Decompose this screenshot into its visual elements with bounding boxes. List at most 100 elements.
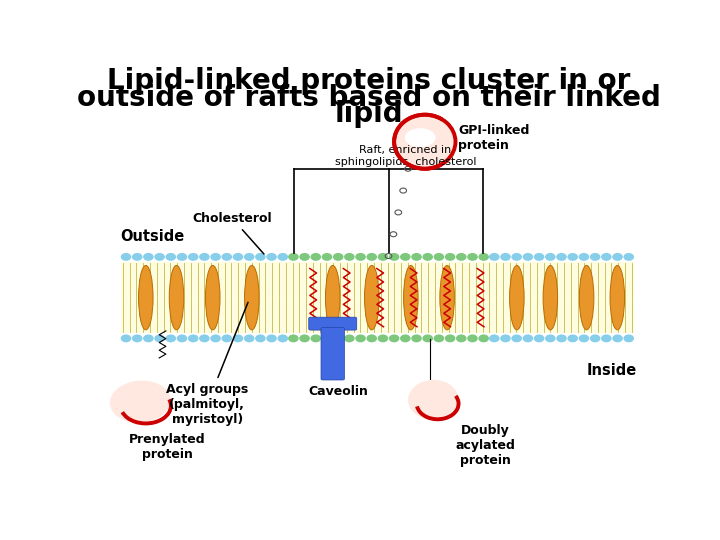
Circle shape bbox=[511, 334, 522, 342]
Circle shape bbox=[433, 334, 444, 342]
Circle shape bbox=[579, 253, 589, 261]
Ellipse shape bbox=[394, 114, 456, 168]
Circle shape bbox=[210, 253, 221, 261]
Circle shape bbox=[400, 334, 410, 342]
Circle shape bbox=[523, 253, 534, 261]
Circle shape bbox=[590, 253, 600, 261]
Circle shape bbox=[545, 253, 556, 261]
Ellipse shape bbox=[138, 266, 153, 330]
Circle shape bbox=[255, 253, 266, 261]
Circle shape bbox=[624, 253, 634, 261]
Circle shape bbox=[489, 334, 500, 342]
Circle shape bbox=[333, 334, 343, 342]
Circle shape bbox=[545, 334, 556, 342]
Circle shape bbox=[132, 334, 143, 342]
Circle shape bbox=[366, 334, 377, 342]
Circle shape bbox=[557, 334, 567, 342]
Circle shape bbox=[467, 253, 478, 261]
Circle shape bbox=[467, 334, 478, 342]
Text: Inside: Inside bbox=[587, 363, 637, 379]
Circle shape bbox=[322, 334, 332, 342]
Circle shape bbox=[478, 334, 489, 342]
Circle shape bbox=[433, 253, 444, 261]
Circle shape bbox=[222, 253, 232, 261]
Ellipse shape bbox=[169, 266, 184, 330]
Circle shape bbox=[288, 334, 299, 342]
Circle shape bbox=[199, 253, 210, 261]
Text: Acyl groups
(palmitoyl,
myristoyl): Acyl groups (palmitoyl, myristoyl) bbox=[166, 302, 248, 426]
Text: Raft, enriched in
sphingolipids, cholesterol: Raft, enriched in sphingolipids, cholest… bbox=[335, 145, 476, 167]
Circle shape bbox=[166, 334, 176, 342]
Circle shape bbox=[143, 334, 153, 342]
Circle shape bbox=[132, 253, 143, 261]
Text: Cholesterol: Cholesterol bbox=[192, 212, 272, 254]
Circle shape bbox=[557, 253, 567, 261]
Circle shape bbox=[612, 334, 623, 342]
Circle shape bbox=[624, 334, 634, 342]
Text: Doubly
acylated
protein: Doubly acylated protein bbox=[456, 424, 516, 468]
Ellipse shape bbox=[404, 266, 418, 330]
Circle shape bbox=[456, 334, 467, 342]
Circle shape bbox=[121, 334, 131, 342]
Circle shape bbox=[121, 253, 131, 261]
Circle shape bbox=[511, 253, 522, 261]
Ellipse shape bbox=[205, 266, 220, 330]
Text: Caveolin: Caveolin bbox=[308, 385, 368, 398]
Circle shape bbox=[344, 253, 355, 261]
Text: Lipid-linked proteins cluster in or: Lipid-linked proteins cluster in or bbox=[107, 67, 631, 95]
Circle shape bbox=[445, 334, 455, 342]
Ellipse shape bbox=[364, 266, 379, 330]
Circle shape bbox=[377, 334, 388, 342]
Ellipse shape bbox=[610, 266, 624, 330]
Circle shape bbox=[176, 334, 187, 342]
Circle shape bbox=[601, 334, 611, 342]
Circle shape bbox=[423, 334, 433, 342]
Circle shape bbox=[601, 253, 611, 261]
Circle shape bbox=[366, 253, 377, 261]
Circle shape bbox=[500, 253, 510, 261]
Circle shape bbox=[411, 253, 422, 261]
Circle shape bbox=[188, 334, 199, 342]
Circle shape bbox=[277, 253, 288, 261]
Circle shape bbox=[423, 253, 433, 261]
Circle shape bbox=[176, 253, 187, 261]
Circle shape bbox=[244, 334, 254, 342]
Ellipse shape bbox=[580, 266, 594, 330]
Ellipse shape bbox=[440, 266, 454, 330]
Circle shape bbox=[166, 253, 176, 261]
Circle shape bbox=[277, 334, 288, 342]
Circle shape bbox=[590, 334, 600, 342]
Ellipse shape bbox=[510, 266, 524, 330]
Text: Outside: Outside bbox=[121, 230, 185, 245]
Circle shape bbox=[310, 253, 321, 261]
Circle shape bbox=[199, 334, 210, 342]
Circle shape bbox=[534, 253, 544, 261]
Circle shape bbox=[233, 253, 243, 261]
Circle shape bbox=[567, 253, 578, 261]
Circle shape bbox=[322, 253, 332, 261]
Ellipse shape bbox=[325, 266, 340, 330]
Circle shape bbox=[534, 334, 544, 342]
Circle shape bbox=[266, 334, 277, 342]
FancyBboxPatch shape bbox=[321, 328, 344, 380]
Text: outside of rafts based on their linked: outside of rafts based on their linked bbox=[77, 84, 661, 112]
Circle shape bbox=[389, 334, 400, 342]
Circle shape bbox=[355, 253, 366, 261]
Bar bbox=[121, 262, 634, 333]
Circle shape bbox=[400, 253, 410, 261]
Circle shape bbox=[143, 253, 153, 261]
Circle shape bbox=[500, 334, 510, 342]
Ellipse shape bbox=[245, 266, 259, 330]
Circle shape bbox=[266, 253, 277, 261]
Circle shape bbox=[188, 253, 199, 261]
FancyBboxPatch shape bbox=[309, 317, 356, 330]
Ellipse shape bbox=[408, 380, 459, 419]
Text: Prenylated
protein: Prenylated protein bbox=[129, 433, 206, 461]
Circle shape bbox=[300, 253, 310, 261]
Circle shape bbox=[612, 253, 623, 261]
Circle shape bbox=[456, 253, 467, 261]
Circle shape bbox=[154, 253, 165, 261]
Circle shape bbox=[288, 253, 299, 261]
Circle shape bbox=[300, 334, 310, 342]
Circle shape bbox=[489, 253, 500, 261]
